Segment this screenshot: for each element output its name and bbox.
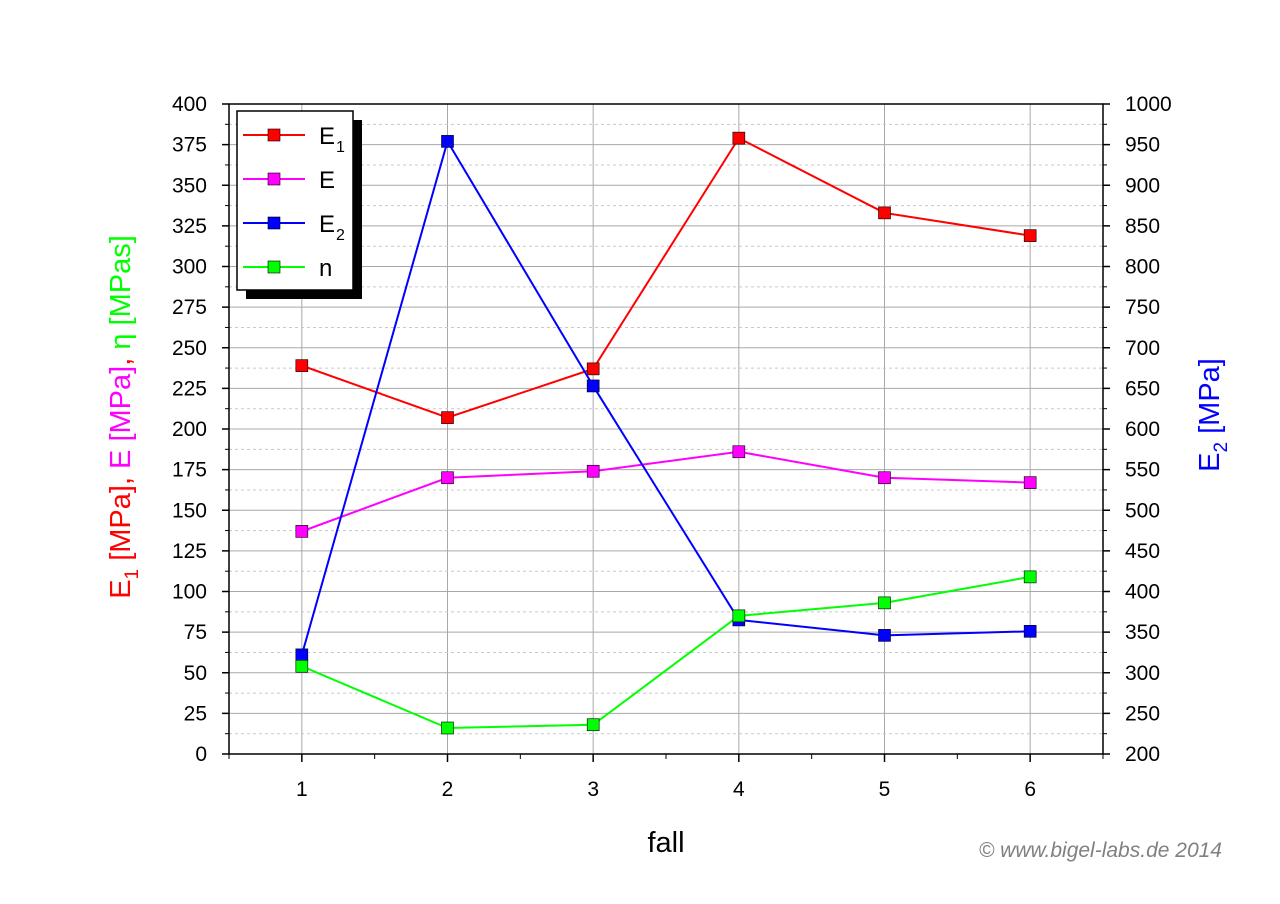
right-tick-label: 300 [1125,662,1160,685]
series-point [1023,625,1037,638]
left-tick-label: 225 [172,377,207,400]
left-tick-label: 25 [184,702,207,725]
series-point [1023,229,1037,242]
series-point [441,135,454,148]
series-line [300,138,1031,656]
legend-label: E [319,167,335,194]
series-point [586,718,600,732]
series-point [732,609,746,623]
series-layer [295,131,1037,735]
series-point [441,411,454,424]
credit-text: © www.bigel-labs.de 2014 [979,839,1222,862]
legend-marker [267,216,281,230]
series-1 [295,445,1037,538]
right-tick-label: 350 [1125,621,1160,644]
left-tick-label: 0 [195,743,207,766]
left-tick-label: 175 [172,459,207,482]
series-line [301,450,1031,533]
right-tick-label: 1000 [1125,93,1172,116]
legend-label: E2 [319,211,345,244]
left-tick-label: 100 [172,581,207,604]
left-tick-label: 50 [184,662,207,685]
y-axis-label-right: E2 [MPa] [1194,358,1232,472]
right-tick-label: 800 [1125,256,1160,279]
series-point [878,629,891,642]
legend-label: n [319,255,332,282]
legend-marker [267,260,281,274]
legend-marker [267,172,281,186]
series-point [295,648,309,662]
series-point [295,659,309,673]
left-tick-label: 125 [172,540,207,563]
series-line [301,575,1031,730]
right-tick-label: 900 [1125,174,1160,197]
x-tick-label: 2 [442,778,454,801]
legend-box [236,110,354,291]
series-point [586,362,600,376]
series-2 [295,135,1037,662]
legend-item: E2 [243,211,345,244]
series-3 [295,570,1037,735]
series-point [878,596,891,610]
left-tick-label: 275 [172,296,207,319]
legend-marker [267,128,281,142]
series-0 [295,131,1037,424]
right-tick-label: 850 [1125,215,1160,238]
right-tick-label: 950 [1125,134,1160,157]
x-axis-label: fall [647,827,684,859]
series-point [586,379,600,393]
series-point [441,471,454,485]
series-point [295,359,309,372]
left-tick-label: 375 [172,134,207,157]
axes: 0255075100125150175200225250275300325350… [172,93,1172,801]
series-point [878,471,891,485]
left-tick-label: 200 [172,418,207,441]
grid [229,104,1103,755]
left-tick-label: 300 [172,256,207,279]
series-point [732,445,746,459]
right-tick-label: 500 [1125,499,1160,522]
left-tick-label: 325 [172,215,207,238]
y-axis-label-left: E1 [MPa], E [MPa], η [MPas] [105,235,143,599]
x-tick-label: 1 [296,778,308,801]
left-tick-label: 400 [172,93,207,116]
x-tick-label: 3 [587,778,599,801]
right-tick-label: 550 [1125,459,1160,482]
series-point [1023,476,1037,489]
legend: E1 E E2 n [236,110,362,299]
right-tick-label: 750 [1125,296,1160,319]
right-tick-label: 200 [1125,743,1160,766]
left-tick-label: 250 [172,337,207,360]
right-tick-label: 600 [1125,418,1160,441]
left-tick-label: 75 [184,621,207,644]
right-tick-label: 250 [1125,702,1160,725]
series-line [301,136,1031,419]
right-tick-label: 650 [1125,377,1160,400]
right-tick-label: 450 [1125,540,1160,563]
series-point [878,206,891,220]
x-tick-label: 6 [1024,778,1036,801]
right-tick-label: 400 [1125,581,1160,604]
x-tick-label: 5 [879,778,891,801]
right-tick-label: 700 [1125,337,1160,360]
series-point [732,131,746,145]
series-point [586,464,600,478]
series-point [441,721,454,735]
series-point [1023,570,1037,584]
legend-item: n [243,255,332,282]
legend-label: E1 [319,123,345,156]
x-tick-label: 4 [733,778,745,801]
legend-item: E1 [243,123,345,156]
series-point [295,525,309,538]
legend-item: E [243,167,335,194]
left-tick-label: 150 [172,499,207,522]
left-tick-label: 350 [172,174,207,197]
